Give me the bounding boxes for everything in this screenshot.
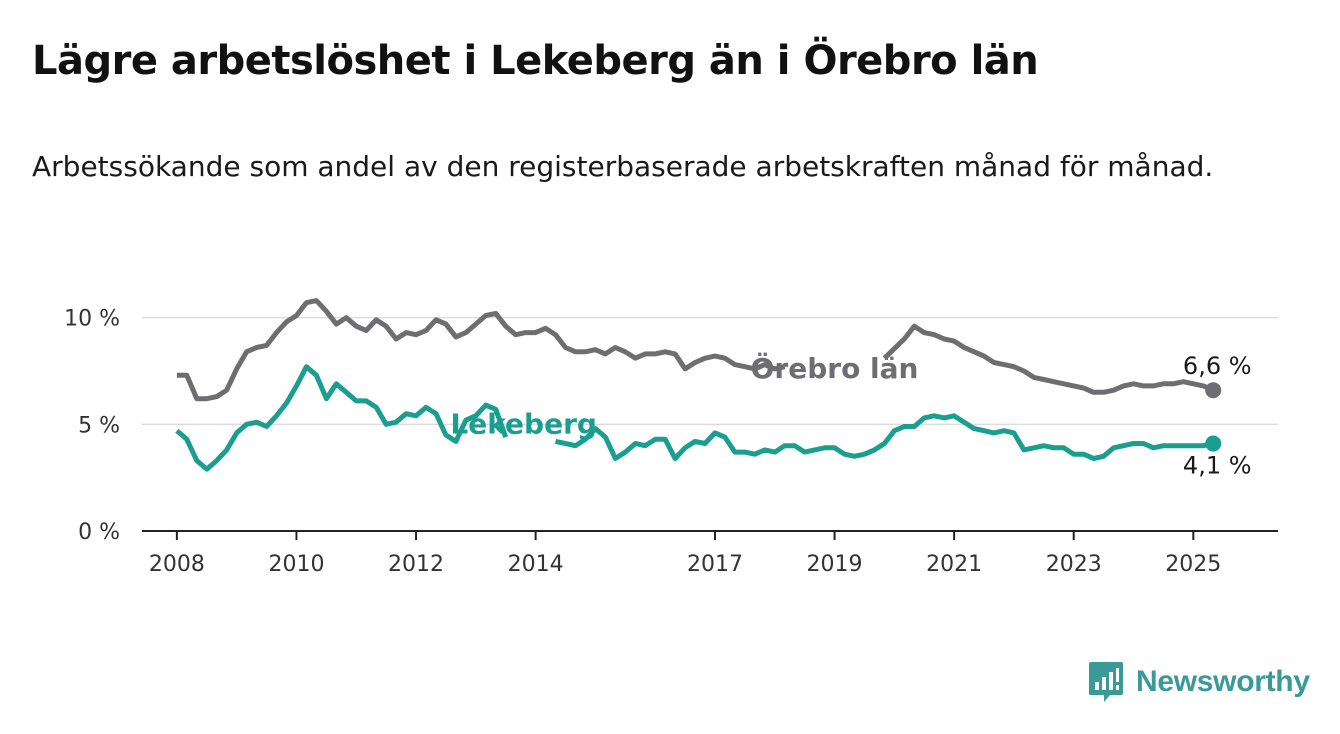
newsworthy-logo-icon: [1089, 662, 1123, 702]
chart-subtitle: Arbetssökande som andel av den registerb…: [32, 150, 1214, 183]
x-tick-label: 2010: [268, 552, 324, 577]
chart-title: Lägre arbetslöshet i Lekeberg än i Örebr…: [32, 38, 1039, 84]
newsworthy-logo: Newsworthy: [1088, 660, 1310, 704]
series-name-label: Örebro län: [751, 351, 919, 385]
x-tick-label: 2008: [149, 552, 205, 577]
x-tick-label: 2012: [388, 552, 444, 577]
y-tick-label: 5 %: [78, 413, 120, 438]
x-tick-label: 2023: [1046, 552, 1102, 577]
x-tick-label: 2014: [508, 552, 564, 577]
series-name-label: Lekeberg: [450, 407, 597, 440]
x-tick-label: 2019: [807, 552, 863, 577]
x-tick-label: 2021: [926, 552, 982, 577]
series-line: [176, 298, 1215, 402]
y-tick-label: 10 %: [64, 307, 120, 332]
brand-name: Newsworthy: [1136, 665, 1310, 698]
x-tick-label: 2017: [687, 552, 743, 577]
y-tick-label: 0 %: [78, 520, 120, 545]
series-end-point: [1205, 382, 1222, 399]
series-line: [175, 364, 1214, 472]
series-end-label: 4,1 %: [1183, 452, 1252, 480]
series-end-point: [1205, 435, 1222, 452]
x-tick-label: 2025: [1165, 552, 1221, 577]
series-end-label: 6,6 %: [1183, 352, 1252, 380]
